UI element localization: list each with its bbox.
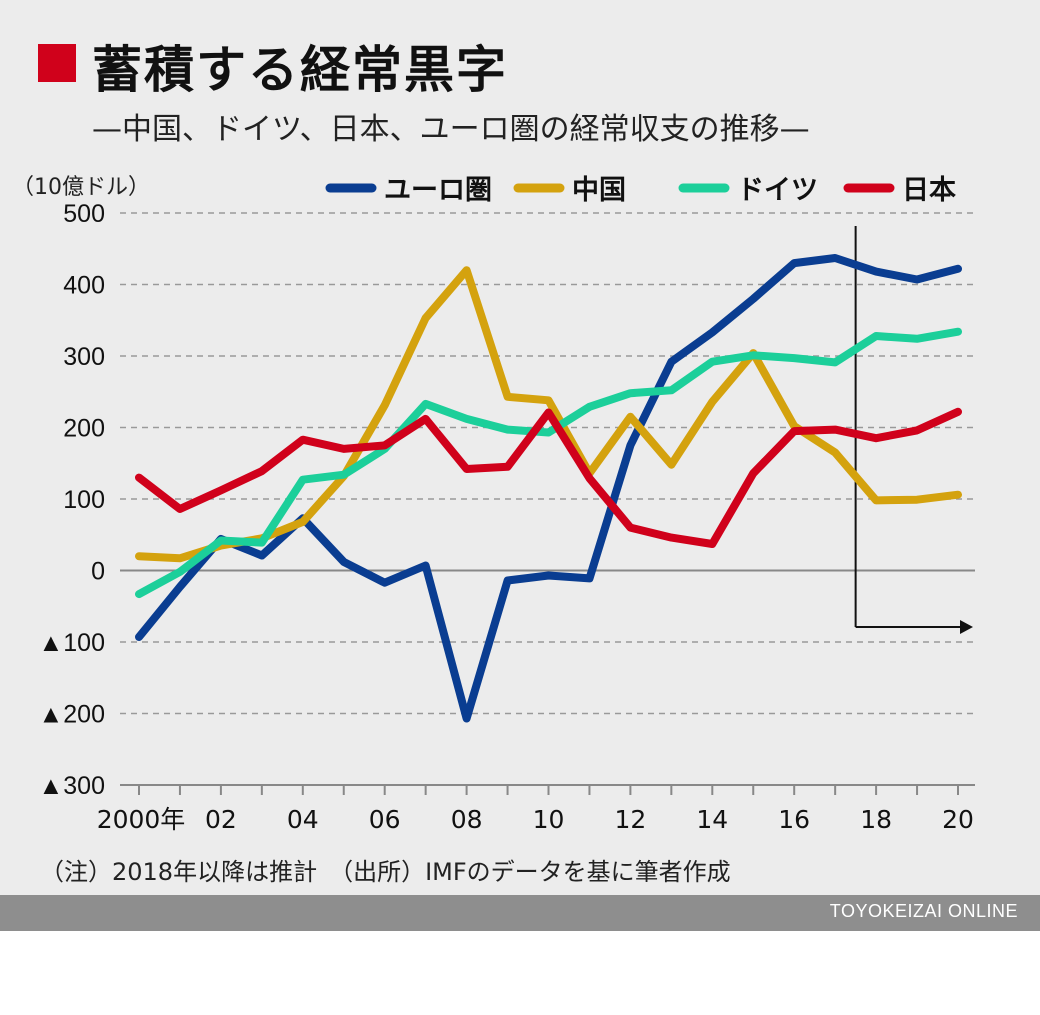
x-tick-label: 18 [860,805,892,834]
brand-label: TOYOKEIZAI ONLINE [829,901,1018,921]
legend-label: 中国 [572,175,626,206]
y-tick-label: 0 [91,558,105,586]
x-tick-label: 10 [533,805,565,834]
chart-title: 蓄積する経常黒字 [92,41,508,99]
line-chart: （10億ドル）500 400 300 200 100 0 ▲100 ▲200 ▲300 2000年… [12,175,975,834]
series-line-中国 [135,266,962,563]
y-tick-label: ▲200 [39,701,105,729]
series-line-ユーロ圏 [135,254,962,723]
y-axis-unit-label: （10億ドル） [12,175,150,200]
y-tick-label: ▲300 [39,772,105,800]
x-tick-label: 12 [614,805,646,834]
y-tick-label: ▲100 [39,629,105,657]
x-tick-label: 08 [451,805,483,834]
x-tick-label: 20 [942,805,974,834]
brand-bar: TOYOKEIZAI ONLINE [0,895,1040,931]
x-tick-label: 04 [287,805,319,834]
x-tick-label: 2000年 [97,805,186,834]
series-line-ドイツ [135,327,962,599]
x-tick-label: 06 [369,805,401,834]
title-square-icon [38,44,76,82]
y-tick-label: 100 [63,486,105,514]
source-note: （注）2018年以降は推計 （出所）IMFのデータを基に筆者作成 [40,858,731,886]
x-tick-label: 14 [696,805,728,834]
x-tick-label: 02 [205,805,237,834]
legend-label: ユーロ圏 [384,175,492,206]
chart-subtitle: —中国、ドイツ、日本、ユーロ圏の経常収支の推移— [92,112,810,147]
y-tick-label: 200 [63,415,105,443]
estimate-arrow-icon [960,620,973,634]
legend-label: 日本 [902,175,956,206]
x-tick-label: 16 [778,805,810,834]
y-tick-label: 500 [63,200,105,228]
y-tick-label: 300 [63,343,105,371]
legend-label: ドイツ [737,175,818,206]
y-tick-label: 400 [63,272,105,300]
series-line-日本 [135,407,962,548]
